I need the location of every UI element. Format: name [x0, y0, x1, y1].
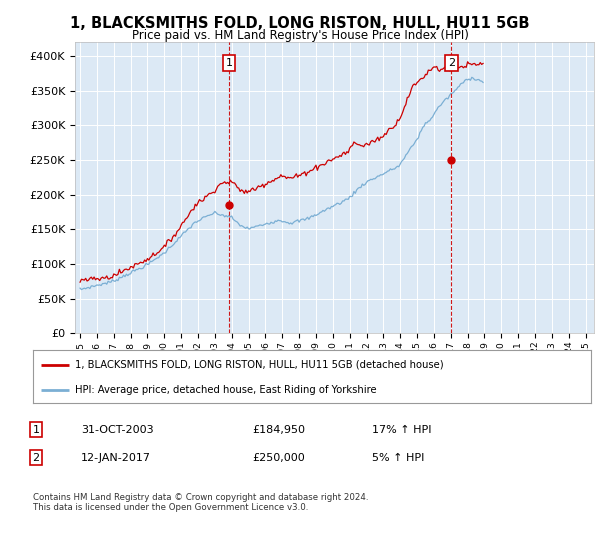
Text: HPI: Average price, detached house, East Riding of Yorkshire: HPI: Average price, detached house, East… — [75, 385, 376, 395]
Text: 1: 1 — [32, 424, 40, 435]
Text: Price paid vs. HM Land Registry's House Price Index (HPI): Price paid vs. HM Land Registry's House … — [131, 29, 469, 42]
Text: 1, BLACKSMITHS FOLD, LONG RISTON, HULL, HU11 5GB: 1, BLACKSMITHS FOLD, LONG RISTON, HULL, … — [70, 16, 530, 31]
Text: 17% ↑ HPI: 17% ↑ HPI — [372, 424, 431, 435]
Text: £184,950: £184,950 — [252, 424, 305, 435]
Text: Contains HM Land Registry data © Crown copyright and database right 2024.
This d: Contains HM Land Registry data © Crown c… — [33, 493, 368, 512]
Text: 12-JAN-2017: 12-JAN-2017 — [81, 452, 151, 463]
Text: 1, BLACKSMITHS FOLD, LONG RISTON, HULL, HU11 5GB (detached house): 1, BLACKSMITHS FOLD, LONG RISTON, HULL, … — [75, 360, 443, 370]
Text: 31-OCT-2003: 31-OCT-2003 — [81, 424, 154, 435]
Text: 2: 2 — [448, 58, 455, 68]
Text: 5% ↑ HPI: 5% ↑ HPI — [372, 452, 424, 463]
Text: 2: 2 — [32, 452, 40, 463]
Text: £250,000: £250,000 — [252, 452, 305, 463]
Text: 1: 1 — [226, 58, 232, 68]
